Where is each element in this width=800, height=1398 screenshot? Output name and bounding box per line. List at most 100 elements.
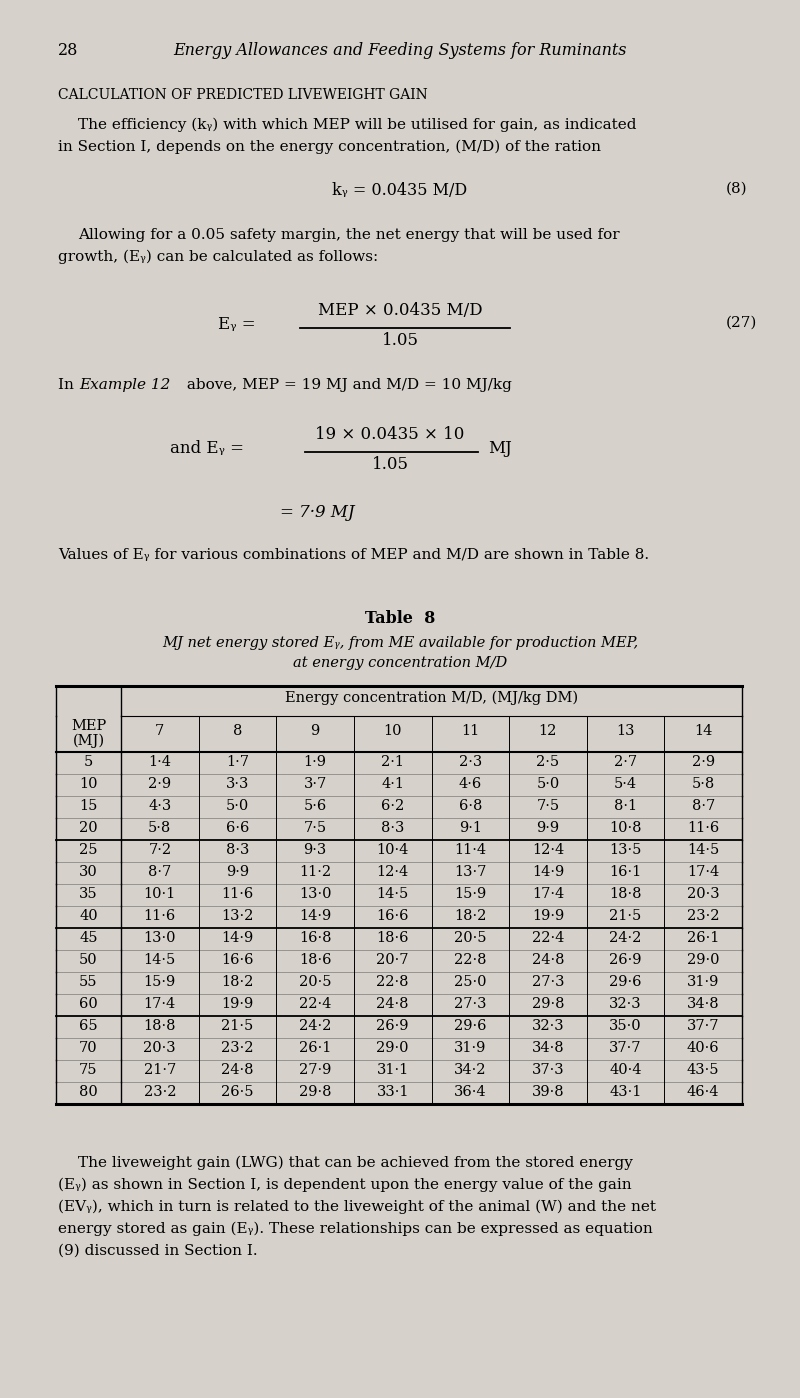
Text: CALCULATION OF PREDICTED LIVEWEIGHT GAIN: CALCULATION OF PREDICTED LIVEWEIGHT GAIN bbox=[58, 88, 428, 102]
Text: 8·3: 8·3 bbox=[226, 843, 249, 857]
Text: 19 × 0.0435 × 10: 19 × 0.0435 × 10 bbox=[315, 426, 465, 443]
Text: 16·8: 16·8 bbox=[299, 931, 331, 945]
Text: 34·2: 34·2 bbox=[454, 1062, 486, 1076]
Text: = 7·9 MJ: = 7·9 MJ bbox=[280, 505, 354, 521]
Text: 3·7: 3·7 bbox=[303, 777, 326, 791]
Text: 12: 12 bbox=[538, 724, 557, 738]
Text: 7·5: 7·5 bbox=[536, 800, 559, 814]
Text: Energy concentration M/D, (MJ/kg DM): Energy concentration M/D, (MJ/kg DM) bbox=[285, 691, 578, 706]
Text: and Eᵧ =: and Eᵧ = bbox=[170, 440, 244, 457]
Text: in Section I, depends on the energy concentration, (M/D) of the ration: in Section I, depends on the energy conc… bbox=[58, 140, 601, 154]
Text: Table  8: Table 8 bbox=[365, 610, 435, 626]
Text: 20: 20 bbox=[79, 821, 98, 835]
Text: MEP × 0.0435 M/D: MEP × 0.0435 M/D bbox=[318, 302, 482, 319]
Text: 75: 75 bbox=[79, 1062, 98, 1076]
Text: 1·4: 1·4 bbox=[148, 755, 171, 769]
Text: 13·0: 13·0 bbox=[143, 931, 176, 945]
Text: 9: 9 bbox=[310, 724, 320, 738]
Text: 36·4: 36·4 bbox=[454, 1085, 486, 1099]
Text: 20·7: 20·7 bbox=[377, 953, 409, 967]
Text: 9·1: 9·1 bbox=[459, 821, 482, 835]
Text: 18·2: 18·2 bbox=[222, 974, 254, 988]
Text: 5·8: 5·8 bbox=[148, 821, 171, 835]
Text: 17·4: 17·4 bbox=[687, 865, 719, 879]
Text: (9) discussed in Section I.: (9) discussed in Section I. bbox=[58, 1244, 258, 1258]
Text: at energy concentration M/D: at energy concentration M/D bbox=[293, 656, 507, 670]
Text: 25: 25 bbox=[79, 843, 98, 857]
Text: 65: 65 bbox=[79, 1019, 98, 1033]
Text: 29·6: 29·6 bbox=[454, 1019, 486, 1033]
Text: 19·9: 19·9 bbox=[222, 997, 254, 1011]
Text: 2·9: 2·9 bbox=[692, 755, 714, 769]
Text: 45: 45 bbox=[79, 931, 98, 945]
Text: 16·1: 16·1 bbox=[610, 865, 642, 879]
Text: 23·2: 23·2 bbox=[221, 1042, 254, 1055]
Text: 14·9: 14·9 bbox=[299, 909, 331, 923]
Text: 40·6: 40·6 bbox=[687, 1042, 719, 1055]
Text: 14·5: 14·5 bbox=[687, 843, 719, 857]
Text: 18·8: 18·8 bbox=[610, 886, 642, 900]
Text: 1·9: 1·9 bbox=[303, 755, 326, 769]
Text: 29·0: 29·0 bbox=[377, 1042, 409, 1055]
Text: 40: 40 bbox=[79, 909, 98, 923]
Text: 20·5: 20·5 bbox=[454, 931, 486, 945]
Text: 20·3: 20·3 bbox=[687, 886, 719, 900]
Text: 16·6: 16·6 bbox=[221, 953, 254, 967]
Text: 4·1: 4·1 bbox=[381, 777, 404, 791]
Text: 21·5: 21·5 bbox=[222, 1019, 254, 1033]
Text: 13: 13 bbox=[616, 724, 635, 738]
Text: 26·5: 26·5 bbox=[221, 1085, 254, 1099]
Text: 18·8: 18·8 bbox=[143, 1019, 176, 1033]
Text: 4·3: 4·3 bbox=[148, 800, 171, 814]
Text: 8·3: 8·3 bbox=[381, 821, 404, 835]
Text: 11·6: 11·6 bbox=[687, 821, 719, 835]
Text: 5: 5 bbox=[84, 755, 93, 769]
Text: Eᵧ =: Eᵧ = bbox=[218, 316, 256, 333]
Text: 5·0: 5·0 bbox=[536, 777, 559, 791]
Text: In: In bbox=[58, 377, 78, 391]
Text: 15: 15 bbox=[79, 800, 98, 814]
Text: 20·5: 20·5 bbox=[299, 974, 331, 988]
Text: 21·5: 21·5 bbox=[610, 909, 642, 923]
Text: 1.05: 1.05 bbox=[371, 456, 409, 473]
Text: Example 12: Example 12 bbox=[79, 377, 170, 391]
Text: (MJ): (MJ) bbox=[73, 734, 105, 748]
Text: 20·3: 20·3 bbox=[143, 1042, 176, 1055]
Text: 22·4: 22·4 bbox=[299, 997, 331, 1011]
Text: 18·6: 18·6 bbox=[299, 953, 331, 967]
Text: 11·4: 11·4 bbox=[454, 843, 486, 857]
Text: 35·0: 35·0 bbox=[610, 1019, 642, 1033]
Text: 26·9: 26·9 bbox=[610, 953, 642, 967]
Text: 29·8: 29·8 bbox=[532, 997, 564, 1011]
Text: 8: 8 bbox=[233, 724, 242, 738]
Text: 15·9: 15·9 bbox=[144, 974, 176, 988]
Text: 25·0: 25·0 bbox=[454, 974, 486, 988]
Text: 24·2: 24·2 bbox=[299, 1019, 331, 1033]
Text: 26·1: 26·1 bbox=[299, 1042, 331, 1055]
Text: 22·8: 22·8 bbox=[377, 974, 409, 988]
Text: (27): (27) bbox=[726, 316, 758, 330]
Text: 13·2: 13·2 bbox=[222, 909, 254, 923]
Text: 6·6: 6·6 bbox=[226, 821, 249, 835]
Text: 18·6: 18·6 bbox=[377, 931, 409, 945]
Text: 55: 55 bbox=[79, 974, 98, 988]
Text: 8·7: 8·7 bbox=[691, 800, 715, 814]
Text: 27·3: 27·3 bbox=[454, 997, 486, 1011]
Text: 23·2: 23·2 bbox=[687, 909, 719, 923]
Text: 7·5: 7·5 bbox=[303, 821, 326, 835]
Text: 11·2: 11·2 bbox=[299, 865, 331, 879]
Text: 17·4: 17·4 bbox=[144, 997, 176, 1011]
Text: 21·7: 21·7 bbox=[144, 1062, 176, 1076]
Text: 14·9: 14·9 bbox=[532, 865, 564, 879]
Text: The efficiency (kᵧ) with which MEP will be utilised for gain, as indicated: The efficiency (kᵧ) with which MEP will … bbox=[78, 117, 637, 133]
Text: 18·2: 18·2 bbox=[454, 909, 486, 923]
Text: 34·8: 34·8 bbox=[532, 1042, 564, 1055]
Text: 30: 30 bbox=[79, 865, 98, 879]
Text: 43·1: 43·1 bbox=[610, 1085, 642, 1099]
Text: 22·4: 22·4 bbox=[532, 931, 564, 945]
Text: 11: 11 bbox=[461, 724, 479, 738]
Text: 34·8: 34·8 bbox=[687, 997, 719, 1011]
Text: 24·8: 24·8 bbox=[221, 1062, 254, 1076]
Text: 5·8: 5·8 bbox=[691, 777, 715, 791]
Text: 43·5: 43·5 bbox=[687, 1062, 719, 1076]
